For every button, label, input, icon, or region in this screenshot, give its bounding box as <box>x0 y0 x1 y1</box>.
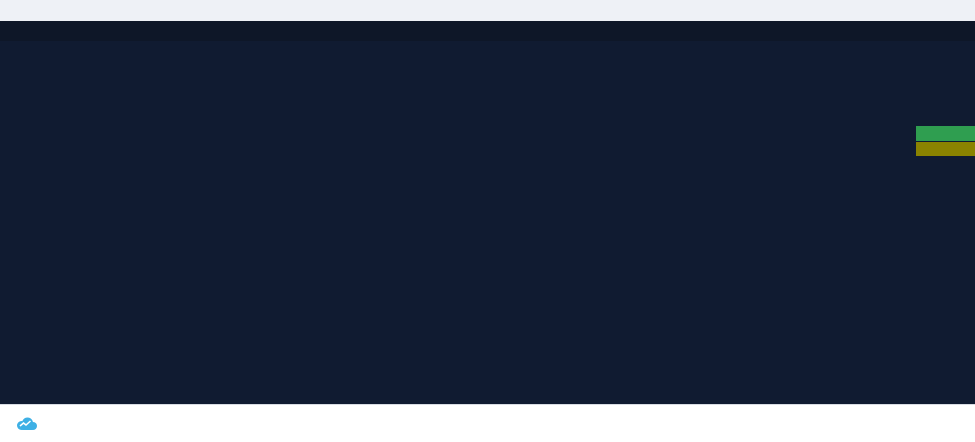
ohlc-readout <box>29 25 45 37</box>
footer-bar <box>0 404 975 442</box>
chart-canvas <box>0 41 975 404</box>
last-price-badge <box>916 125 975 141</box>
chart-area <box>0 41 975 404</box>
bar-countdown-badge <box>916 141 975 156</box>
tradingview-logo-icon[interactable] <box>14 415 38 432</box>
header-bar <box>0 0 975 21</box>
symbol-info-bar <box>0 21 975 41</box>
